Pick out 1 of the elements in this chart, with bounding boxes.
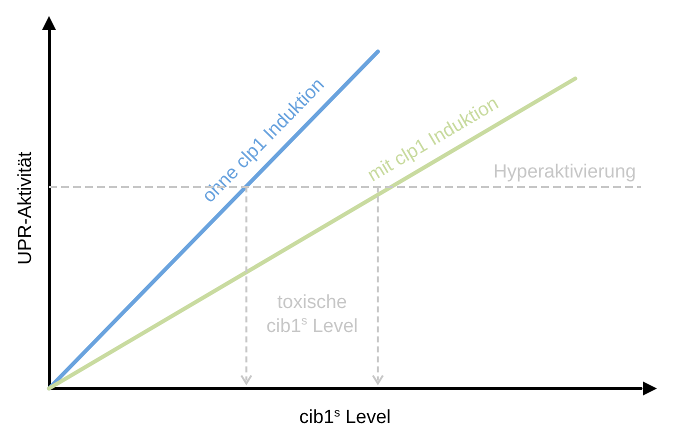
y-axis-title: UPR-Aktivität: [15, 151, 36, 265]
